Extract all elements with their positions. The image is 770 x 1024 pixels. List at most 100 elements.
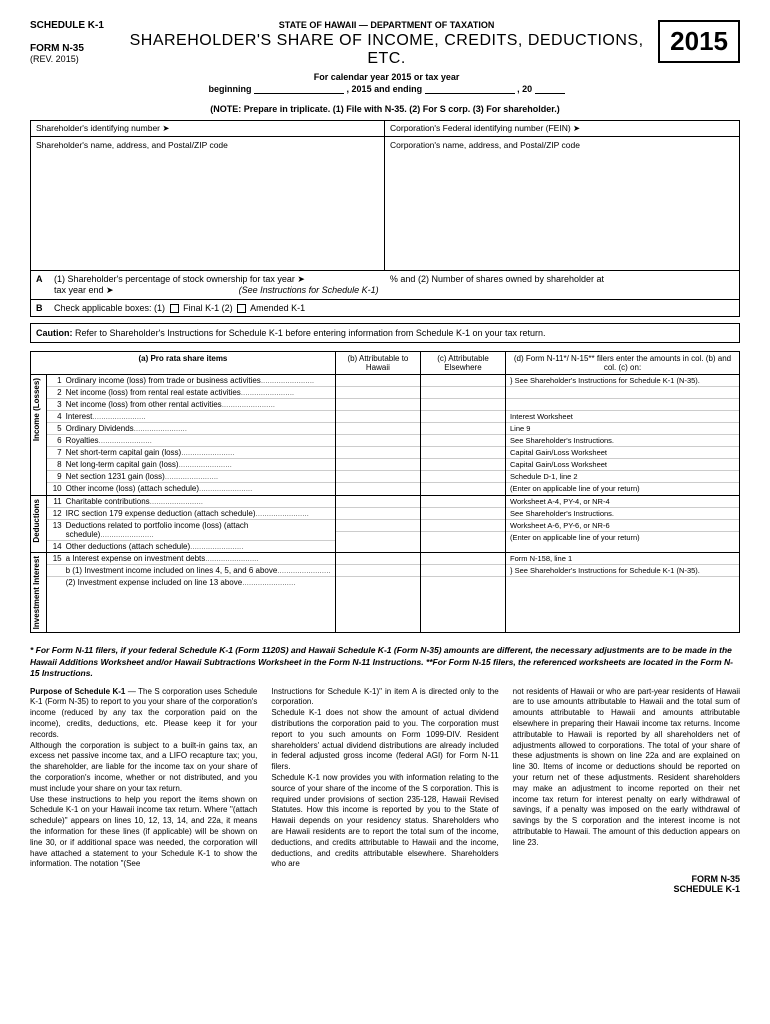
col-d-header: (d) Form N-11*/ N-15** filers enter the … [506,352,740,375]
col-d-note: Line 9 [506,423,739,435]
caution-label: Caution: [36,328,73,338]
amount-cell-c[interactable] [421,496,505,508]
form-title: SHAREHOLDER'S SHARE OF INCOME, CREDITS, … [127,32,646,68]
row-a-text2: % and (2) Number of shares owned by shar… [390,274,604,284]
line-item: b (1) Investment income included on line… [47,565,335,577]
amount-cell-c[interactable] [421,387,505,399]
amended-k1-checkbox[interactable] [237,304,246,313]
row-a-see: (See Instructions for Schedule K-1) [239,285,379,295]
col-d-note: Capital Gain/Loss Worksheet [506,459,739,471]
subtitle: For calendar year 2015 or tax year [127,72,646,82]
amount-cell-b[interactable] [336,496,420,508]
amount-cell-c[interactable] [421,399,505,411]
line-item: (2) Investment expense included on line … [47,577,335,588]
amount-cell-b[interactable] [336,483,420,494]
amount-cell-c[interactable] [421,508,505,520]
amount-cell-c[interactable] [421,565,505,577]
amount-cell-c[interactable] [421,447,505,459]
amount-cell-b[interactable] [336,375,420,387]
amount-cell-c[interactable] [421,532,505,543]
line-item: 9Net section 1231 gain (loss)...........… [47,471,335,483]
ending-blank[interactable] [425,84,515,94]
col-a-header: (a) Pro rata share items [31,352,336,375]
final-k1-checkbox[interactable] [170,304,179,313]
row-b-text: Check applicable boxes: (1) [54,303,165,313]
department: STATE OF HAWAII — DEPARTMENT OF TAXATION [127,20,646,30]
line-item: 8Net long-term capital gain (loss)......… [47,459,335,471]
col-d-note [506,577,739,589]
instructions-col1-text: — The S corporation uses Schedule K-1 (F… [30,687,257,869]
section-label: Investment Interest [31,553,42,632]
corp-address[interactable]: Corporation's name, address, and Postal/… [385,137,739,270]
amount-cell-b[interactable] [336,423,420,435]
final-k1-label: Final K-1 (2) [183,303,233,313]
amount-cell-c[interactable] [421,520,505,532]
line-item: 7Net short-term capital gain (loss).....… [47,447,335,459]
row-b-letter: B [36,303,54,313]
col-d-note [506,387,739,399]
amount-cell-c[interactable] [421,553,505,565]
amount-cell-c[interactable] [421,459,505,471]
amount-cell-c[interactable] [421,375,505,387]
amount-cell-c[interactable] [421,577,505,588]
col-d-note: Interest Worksheet [506,411,739,423]
caution-text: Refer to Shareholder's Instructions for … [75,328,545,338]
triplicate-note: (NOTE: Prepare in triplicate. (1) File w… [30,104,740,114]
amount-cell-b[interactable] [336,520,420,532]
amount-cell-b[interactable] [336,411,420,423]
line-item: 11Charitable contributions..............… [47,496,335,508]
line-item: 10Other income (loss) (attach schedule).… [47,483,335,494]
amount-cell-c[interactable] [421,471,505,483]
section-label: Income (Losses) [31,375,42,444]
revision: (REV. 2015) [30,54,115,64]
instructions: Purpose of Schedule K-1 — The S corporat… [30,687,740,871]
amount-cell-c[interactable] [421,483,505,494]
amount-cell-b[interactable] [336,532,420,543]
year-suffix-blank[interactable] [535,84,565,94]
footer-form: FORM N-35 [30,874,740,884]
instructions-col2: Instructions for Schedule K-1)" in item … [271,687,498,871]
beginning-label: beginning [209,84,252,94]
amount-cell-b[interactable] [336,459,420,471]
line-item: 2Net income (loss) from rental real esta… [47,387,335,399]
instructions-col3: not residents of Hawaii or who are part-… [513,687,740,871]
form-header: SCHEDULE K-1 FORM N-35 (REV. 2015) STATE… [30,20,740,94]
amount-cell-b[interactable] [336,447,420,459]
amount-cell-b[interactable] [336,553,420,565]
shareholder-id-label: Shareholder's identifying number ➤ [31,121,385,136]
amount-cell-c[interactable] [421,435,505,447]
col-d-note: Worksheet A-6, PY-6, or NR-6 [506,520,739,532]
col-d-note: Worksheet A-4, PY-4, or NR-4 [506,496,739,508]
col-d-note: Schedule D-1, line 2 [506,471,739,483]
row-a: A (1) Shareholder's percentage of stock … [30,271,740,300]
col-d-note: (Enter on applicable line of your return… [506,532,739,544]
row-a-letter: A [36,274,54,296]
line-item: 13Deductions related to portfolio income… [47,520,335,541]
col-d-note: (Enter on applicable line of your return… [506,483,739,495]
amount-cell-b[interactable] [336,435,420,447]
amount-cell-b[interactable] [336,399,420,411]
line-item: 6Royalties........................ [47,435,335,447]
amount-cell-c[interactable] [421,423,505,435]
col-d-note: See Shareholder's Instructions. [506,435,739,447]
instructions-col1: Purpose of Schedule K-1 — The S corporat… [30,687,257,871]
amount-cell-b[interactable] [336,565,420,577]
footnote: * For Form N-11 filers, if your federal … [30,645,740,678]
col-d-note: } See Shareholder's Instructions for Sch… [506,565,739,577]
line-item: 1Ordinary income (loss) from trade or bu… [47,375,335,387]
line-item: 15a Interest expense on investment debts… [47,553,335,565]
main-table: (a) Pro rata share items (b) Attributabl… [30,351,740,633]
year-end: , 20 [517,84,532,94]
shareholder-address[interactable]: Shareholder's name, address, and Postal/… [31,137,385,270]
year-mid: , 2015 and ending [347,84,423,94]
amount-cell-c[interactable] [421,411,505,423]
amount-cell-b[interactable] [336,508,420,520]
col-d-note: Capital Gain/Loss Worksheet [506,447,739,459]
amount-cell-b[interactable] [336,577,420,588]
amount-cell-b[interactable] [336,471,420,483]
id-row: Shareholder's identifying number ➤ Corpo… [30,120,740,136]
schedule-label: SCHEDULE K-1 [30,20,115,31]
amount-cell-b[interactable] [336,387,420,399]
beginning-blank[interactable] [254,84,344,94]
line-item: 5Ordinary Dividends.....................… [47,423,335,435]
